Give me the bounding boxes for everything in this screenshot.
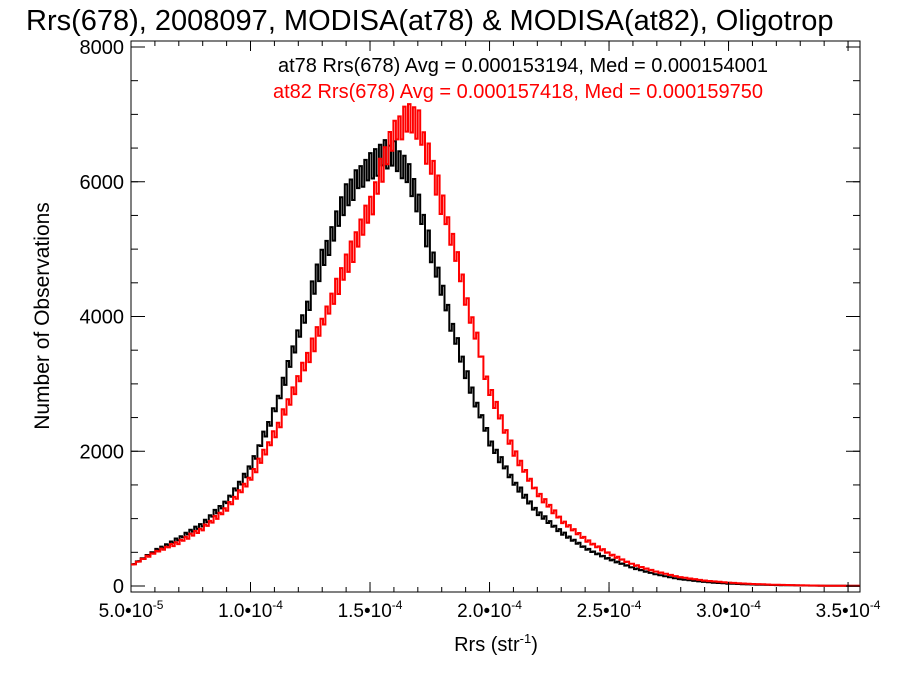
series-line-at82 — [131, 103, 860, 587]
y-tick-label: 2000 — [80, 441, 125, 463]
x-tick-label: 2.0•10-4 — [457, 598, 522, 622]
x-tick-label: 1.5•10-4 — [338, 598, 403, 622]
plot-area — [130, 40, 861, 593]
y-tick-label: 6000 — [80, 172, 125, 194]
y-tick-label: 0 — [113, 576, 124, 598]
x-tick-label: 1.0•10-4 — [218, 598, 283, 622]
annotation-at82: at82 Rrs(678) Avg = 0.000157418, Med = 0… — [273, 81, 763, 103]
x-tick-labels: 5.0•10-5 1.0•10-4 1.5•10-4 2.0•10-4 2.5•10-4… — [99, 598, 881, 622]
series-layer — [131, 103, 860, 587]
x-tick-label: 2.5•10-4 — [577, 598, 642, 622]
tick-marks — [130, 41, 860, 592]
y-tick-labels: 0 2000 4000 6000 8000 — [80, 37, 125, 598]
y-tick-label: 8000 — [80, 37, 125, 59]
y-tick-label: 4000 — [80, 307, 125, 329]
x-tick-label: 3.5•10-4 — [816, 598, 881, 622]
series-line-at78 — [131, 139, 860, 587]
x-tick-label: 3.0•10-4 — [696, 598, 761, 622]
plot-frame — [130, 40, 861, 593]
x-tick-label: 5.0•10-5 — [99, 598, 164, 622]
annotation-at78: at78 Rrs(678) Avg = 0.000153194, Med = 0… — [278, 55, 768, 77]
x-axis-label: Rrs (str-1) — [454, 631, 538, 656]
y-axis-label: Number of Observations — [31, 202, 54, 430]
chart-title: Rrs(678), 2008097, MODISA(at78) & MODISA… — [26, 5, 833, 37]
